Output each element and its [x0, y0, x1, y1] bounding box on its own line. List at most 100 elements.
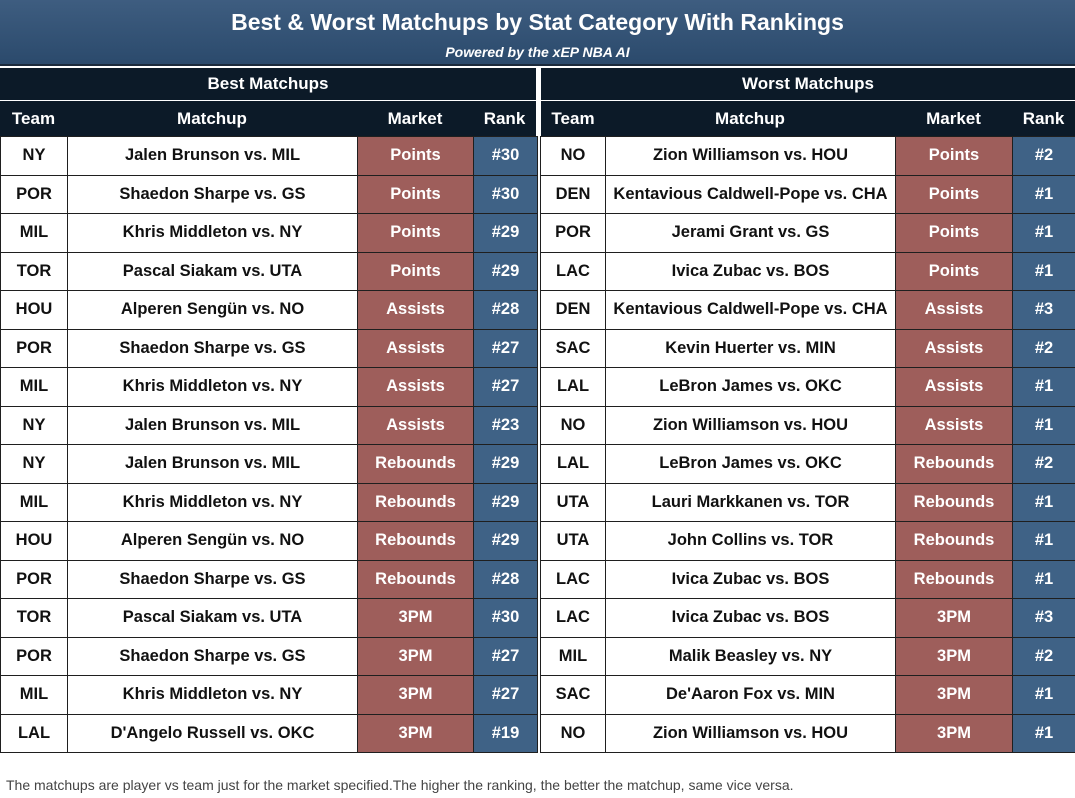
team-cell: MIL [0, 213, 68, 253]
team-cell: POR [0, 559, 68, 599]
matchup-cell: Ivica Zubac vs. BOS [605, 598, 896, 638]
worst-table-row: LAC Ivica Zubac vs. BOS 3PM #3 [540, 598, 1075, 638]
best-matchups-heading: Best Matchups [0, 68, 536, 100]
team-cell: LAL [540, 367, 606, 407]
team-cell: HOU [0, 521, 68, 561]
matchup-cell: Shaedon Sharpe vs. GS [67, 328, 358, 368]
rank-cell: #28 [473, 290, 538, 330]
worst-table-row: NO Zion Williamson vs. HOU Points #2 [540, 136, 1075, 176]
rank-cell: #1 [1012, 174, 1075, 214]
team-cell: POR [0, 636, 68, 676]
team-cell: POR [540, 213, 606, 253]
best-table-row: POR Shaedon Sharpe vs. GS 3PM #27 [0, 636, 538, 676]
worst-col-rank: Rank [1022, 109, 1065, 128]
team-cell: LAL [0, 713, 68, 753]
matchup-cell: Malik Beasley vs. NY [605, 636, 896, 676]
market-cell: Points [357, 174, 474, 214]
rank-cell: #1 [1012, 675, 1075, 715]
team-cell: LAC [540, 598, 606, 638]
market-cell: 3PM [357, 598, 474, 638]
rank-cell: #3 [1012, 598, 1075, 638]
rank-cell: #27 [473, 675, 538, 715]
footer-note: The matchups are player vs team just for… [6, 777, 794, 793]
matchup-cell: Zion Williamson vs. HOU [605, 136, 896, 176]
market-cell: Rebounds [895, 482, 1013, 522]
rank-cell: #2 [1012, 136, 1075, 176]
best-table-row: NY Jalen Brunson vs. MIL Points #30 [0, 136, 538, 176]
best-col-market: Market [387, 109, 443, 128]
rank-cell: #2 [1012, 328, 1075, 368]
team-cell: UTA [540, 482, 606, 522]
worst-matchups-table: NO Zion Williamson vs. HOU Points #2 DEN Kent… [540, 136, 1075, 753]
worst-col-matchup: Matchup [715, 109, 785, 128]
rank-cell: #1 [1012, 367, 1075, 407]
rank-cell: #29 [473, 251, 538, 291]
best-table-row: MIL Khris Middleton vs. NY Rebounds #29 [0, 482, 538, 522]
worst-table-row: LAC Ivica Zubac vs. BOS Rebounds #1 [540, 559, 1075, 599]
matchup-cell: Jalen Brunson vs. MIL [67, 136, 358, 176]
matchup-cell: Lauri Markkanen vs. TOR [605, 482, 896, 522]
worst-header-divider [541, 100, 1075, 101]
matchup-cell: LeBron James vs. OKC [605, 367, 896, 407]
rank-cell: #30 [473, 598, 538, 638]
market-cell: Rebounds [895, 444, 1013, 484]
rank-cell: #2 [1012, 444, 1075, 484]
market-cell: Assists [895, 328, 1013, 368]
team-cell: MIL [540, 636, 606, 676]
team-cell: SAC [540, 328, 606, 368]
market-cell: Assists [357, 405, 474, 445]
rank-cell: #1 [1012, 521, 1075, 561]
matchup-cell: Jalen Brunson vs. MIL [67, 444, 358, 484]
market-cell: Rebounds [357, 444, 474, 484]
best-table-row: POR Shaedon Sharpe vs. GS Rebounds #28 [0, 559, 538, 599]
team-cell: HOU [0, 290, 68, 330]
market-cell: Assists [357, 328, 474, 368]
market-cell: Assists [357, 367, 474, 407]
market-cell: Assists [357, 290, 474, 330]
team-cell: SAC [540, 675, 606, 715]
team-cell: DEN [540, 290, 606, 330]
worst-table-row: DEN Kentavious Caldwell-Pope vs. CHA Point… [540, 174, 1075, 214]
worst-col-market: Market [926, 109, 981, 128]
matchup-cell: Zion Williamson vs. HOU [605, 405, 896, 445]
matchup-cell: Khris Middleton vs. NY [67, 367, 358, 407]
best-table-row: TOR Pascal Siakam vs. UTA Points #29 [0, 251, 538, 291]
market-cell: 3PM [895, 675, 1013, 715]
market-cell: Points [357, 213, 474, 253]
market-cell: 3PM [357, 636, 474, 676]
worst-table-row: DEN Kentavious Caldwell-Pope vs. CHA Assis… [540, 290, 1075, 330]
rank-cell: #23 [473, 405, 538, 445]
rank-cell: #29 [473, 213, 538, 253]
rank-cell: #1 [1012, 213, 1075, 253]
best-table-row: POR Shaedon Sharpe vs. GS Points #30 [0, 174, 538, 214]
matchup-cell: Ivica Zubac vs. BOS [605, 251, 896, 291]
best-table-row: HOU Alperen Sengün vs. NO Rebounds #29 [0, 521, 538, 561]
matchup-cell: Shaedon Sharpe vs. GS [67, 174, 358, 214]
rank-cell: #27 [473, 636, 538, 676]
market-cell: Points [895, 136, 1013, 176]
worst-matchups-heading: Worst Matchups [541, 68, 1075, 100]
market-cell: Assists [895, 290, 1013, 330]
matchup-cell: John Collins vs. TOR [605, 521, 896, 561]
matchup-cell: Alperen Sengün vs. NO [67, 290, 358, 330]
market-cell: Rebounds [357, 521, 474, 561]
market-cell: 3PM [895, 636, 1013, 676]
matchup-cell: Khris Middleton vs. NY [67, 675, 358, 715]
rank-cell: #30 [473, 136, 538, 176]
team-cell: UTA [540, 521, 606, 561]
matchup-cell: Kevin Huerter vs. MIN [605, 328, 896, 368]
matchup-cell: D'Angelo Russell vs. OKC [67, 713, 358, 753]
worst-table-row: POR Jerami Grant vs. GS Points #1 [540, 213, 1075, 253]
market-cell: 3PM [895, 713, 1013, 753]
rank-cell: #29 [473, 521, 538, 561]
best-col-rank: Rank [483, 109, 526, 128]
rank-cell: #28 [473, 559, 538, 599]
market-cell: Points [895, 251, 1013, 291]
team-cell: MIL [0, 482, 68, 522]
best-table-row: NY Jalen Brunson vs. MIL Assists #23 [0, 405, 538, 445]
rank-cell: #27 [473, 367, 538, 407]
matchup-cell: Pascal Siakam vs. UTA [67, 598, 358, 638]
team-cell: NY [0, 136, 68, 176]
market-cell: Assists [895, 367, 1013, 407]
matchup-cell: Jerami Grant vs. GS [605, 213, 896, 253]
